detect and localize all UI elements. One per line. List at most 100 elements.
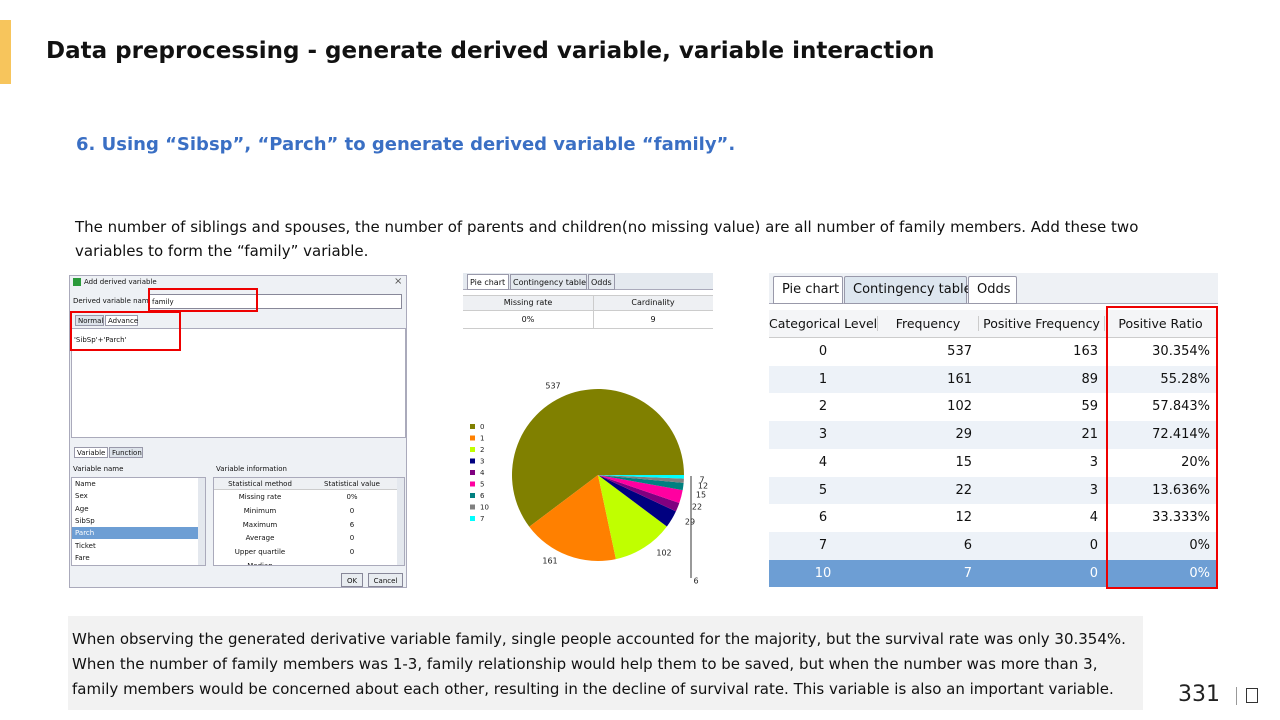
table-row[interactable]: [769, 421, 1216, 449]
slide-title: Data preprocessing - generate derived va…: [46, 38, 935, 64]
app-icon: [73, 278, 81, 286]
info-cell: Average: [245, 534, 275, 543]
table-cell: 3: [818, 427, 828, 443]
tab[interactable]: Advance: [105, 315, 138, 326]
table-cell: 59: [1081, 399, 1098, 415]
note-box: [68, 616, 1143, 710]
scrollbar[interactable]: [198, 478, 205, 565]
summary-header-cell: Missing rate: [503, 298, 553, 307]
pie-slice: [598, 475, 683, 503]
page-number: 331: [1178, 682, 1220, 707]
table-row[interactable]: [769, 559, 1216, 588]
legend-label: 1: [480, 435, 484, 443]
table-header: [214, 478, 398, 490]
legend-swatch: [470, 481, 475, 487]
info-cell: Maximum: [242, 520, 278, 529]
tab[interactable]: Odds: [968, 276, 1017, 304]
pie-slice: [598, 475, 667, 560]
table-row[interactable]: [769, 476, 1216, 505]
expression-area[interactable]: [71, 328, 406, 438]
table-row[interactable]: [769, 365, 1216, 394]
variable-item[interactable]: Age: [75, 504, 89, 513]
accent-bar: [0, 20, 11, 84]
legend-swatch: [470, 493, 475, 498]
highlight-box: [148, 288, 258, 312]
pie-slice: [598, 475, 684, 483]
tab[interactable]: Function: [109, 447, 143, 458]
variable-item[interactable]: Ticket: [75, 541, 96, 550]
pie-slice: [598, 475, 676, 527]
slice-label: 29: [685, 518, 695, 527]
tab[interactable]: Pie chart: [467, 274, 509, 290]
legend-label: 5: [480, 481, 484, 489]
slice-label: 22: [692, 503, 702, 512]
scrollbar[interactable]: [397, 478, 404, 565]
variable-item[interactable]: Fare: [75, 553, 90, 562]
legend-label: 7: [480, 515, 484, 523]
intro-line: variables to form the “family” variable.: [75, 242, 369, 260]
column-header: Statistical value: [324, 480, 380, 488]
slice-label: 537: [545, 382, 560, 391]
info-cell: 0: [349, 534, 355, 543]
variable-item[interactable]: Parch: [72, 527, 198, 540]
table-cell: 6: [963, 537, 972, 553]
tab[interactable]: Pie chart: [773, 276, 843, 304]
table-cell: 0%: [1189, 565, 1210, 581]
table-cell: 57.843%: [1152, 399, 1210, 415]
table-header: [769, 310, 1216, 338]
name-input[interactable]: family: [149, 294, 402, 309]
table-cell: 6: [818, 510, 828, 526]
tab[interactable]: Variable: [74, 447, 108, 458]
note-line: family members would be concerned about …: [72, 680, 1114, 698]
legend-swatch: [470, 458, 475, 464]
legend-label: 2: [480, 446, 484, 454]
legend-swatch: [470, 447, 475, 452]
field-label: Derived variable name: [73, 297, 153, 305]
table-cell: 0: [1089, 565, 1098, 581]
tab[interactable]: Contingency table: [844, 276, 972, 304]
summary-cell: 9: [650, 315, 656, 324]
column-header: Statistical method: [228, 480, 292, 488]
divider: [593, 295, 594, 328]
table-row[interactable]: [769, 504, 1216, 532]
tab[interactable]: Odds: [588, 274, 615, 290]
summary-header-cell: Cardinality: [631, 298, 675, 307]
legend-label: 4: [480, 469, 485, 477]
info-table: Statistical method Statistical value Missi…: [213, 477, 405, 566]
table-row[interactable]: [769, 448, 1216, 477]
note-line: When observing the generated derivative …: [72, 630, 1126, 648]
exit-icon[interactable]: [1246, 688, 1258, 703]
table-row[interactable]: [769, 393, 1216, 422]
note-line: When the number of family members was 1-…: [72, 655, 1098, 673]
variable-item[interactable]: Sex: [75, 492, 88, 501]
slice-label: 102: [656, 549, 671, 558]
table-cell: 102: [947, 399, 972, 415]
variable-item[interactable]: Name: [75, 480, 96, 488]
pie-slice: [598, 475, 680, 512]
legend-swatch: [470, 516, 475, 521]
table-cell: 12: [955, 510, 972, 526]
tab[interactable]: Contingency table: [510, 274, 587, 290]
info-cell: 0%: [346, 493, 358, 501]
slice-label: 12: [698, 482, 708, 491]
close-button[interactable]: ×: [394, 276, 403, 287]
tab[interactable]: Normal: [75, 315, 104, 326]
highlight-box: [1106, 306, 1218, 589]
pie-slice: [598, 475, 684, 479]
highlight-box: [70, 311, 181, 351]
column-header: Positive Frequency: [978, 316, 1104, 331]
legend-swatch: [470, 435, 475, 441]
table-cell: 15: [955, 454, 972, 470]
table-row[interactable]: [769, 531, 1216, 560]
pie-slice: [512, 389, 684, 527]
table-row[interactable]: [769, 338, 1216, 366]
ok-button[interactable]: OK: [341, 573, 363, 587]
table-cell: 7: [818, 537, 828, 553]
summary-header: [463, 295, 713, 311]
info-cell: Minimum: [243, 506, 277, 515]
table-cell: 2: [818, 399, 828, 415]
cancel-button[interactable]: Cancel: [368, 573, 403, 587]
table-cell: 0%: [1189, 537, 1210, 553]
variable-item[interactable]: SibSp: [75, 516, 95, 525]
